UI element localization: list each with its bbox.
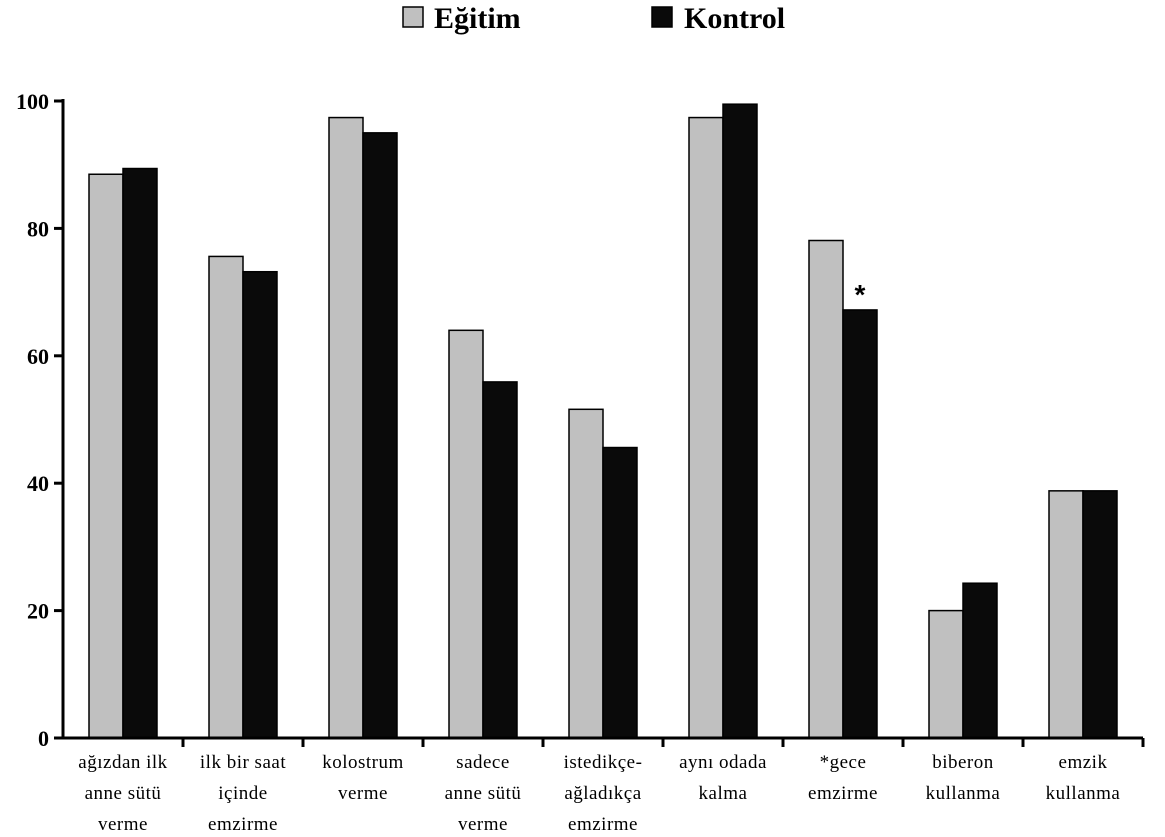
significance-marker: *	[855, 279, 866, 310]
x-tick-label-5-1: kalma	[699, 783, 748, 804]
x-tick-label-0-2: verme	[98, 814, 148, 835]
bar-egitim-3	[448, 329, 484, 739]
x-tick-label-8-1: kullanma	[1046, 783, 1121, 804]
legend-label-1: Kontrol	[684, 2, 785, 35]
bar-kontrol-6	[842, 309, 878, 739]
x-tick-label-4-0: istedikçe-	[564, 752, 643, 773]
x-tick-label-6-1: emzirme	[808, 783, 878, 804]
bar-kontrol-0	[122, 167, 158, 739]
x-tick-label-2-0: kolostrum	[322, 752, 404, 773]
bar-kontrol-2	[362, 132, 398, 739]
x-tick-label-5-0: aynı odada	[679, 752, 767, 773]
x-tick-label-4-2: emzirme	[568, 814, 638, 835]
legend-swatch-0	[402, 6, 424, 28]
bar-egitim-6	[808, 239, 844, 739]
x-tick-label-3-2: verme	[458, 814, 508, 835]
y-tick-label-80: 80	[27, 216, 49, 241]
bar-kontrol-5	[722, 103, 758, 739]
x-tick-label-7-1: kullanma	[926, 783, 1001, 804]
bar-kontrol-3	[482, 381, 518, 739]
legend: Eğitim Kontrol	[402, 2, 785, 35]
x-tick-label-0-0: ağızdan ilk	[78, 752, 167, 773]
bar-kontrol-1	[242, 270, 278, 739]
bar-kontrol-4	[602, 446, 638, 739]
x-tick-label-6-0: *gece	[820, 752, 867, 773]
bar-egitim-5	[688, 116, 724, 739]
y-tick-label-20: 20	[27, 599, 49, 624]
x-tick-label-1-0: ilk bir saat	[200, 752, 286, 773]
bar-egitim-2	[328, 116, 364, 739]
x-tick-label-3-1: anne sütü	[445, 783, 522, 804]
x-tick-label-3-0: sadece	[456, 752, 510, 773]
y-tick-label-60: 60	[27, 344, 49, 369]
legend-label-0: Eğitim	[434, 2, 521, 35]
x-tick-label-2-1: verme	[338, 783, 388, 804]
bar-kontrol-7	[962, 582, 998, 739]
x-tick-label-0-1: anne sütü	[85, 783, 162, 804]
bar-egitim-8	[1048, 490, 1084, 739]
bar-egitim-4	[568, 408, 604, 739]
y-tick-label-40: 40	[27, 471, 49, 496]
axes-group	[54, 99, 1145, 747]
x-tick-label-1-1: içinde	[218, 783, 267, 804]
x-tick-label-4-1: ağladıkça	[564, 783, 641, 804]
y-tick-label-0: 0	[38, 726, 49, 751]
legend-swatch-1	[651, 6, 673, 28]
x-tick-label-7-0: biberon	[932, 752, 994, 773]
y-tick-label-100: 100	[16, 89, 49, 114]
bar-kontrol-8	[1082, 490, 1118, 739]
x-tick-label-8-0: emzik	[1059, 752, 1108, 773]
bar-egitim-1	[208, 255, 244, 739]
bars-group	[88, 103, 1118, 739]
labels-group: * 0 20 40 60 80 100 ağızdan ilk anne sütü verme il…	[16, 89, 1120, 835]
x-tick-label-1-2: emzirme	[208, 814, 278, 835]
bar-egitim-7	[928, 609, 964, 739]
bar-egitim-0	[88, 173, 124, 739]
